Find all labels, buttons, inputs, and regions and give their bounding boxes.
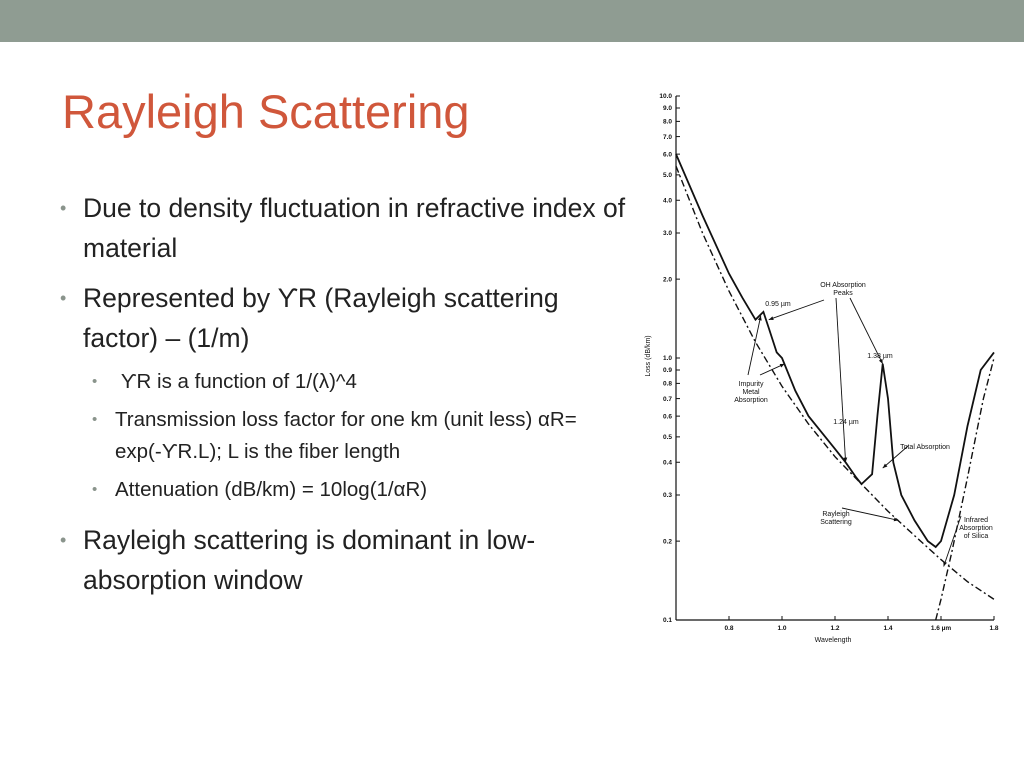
bullet-list: Due to density fluctuation in refractive… [58, 188, 628, 610]
annotation-arrowhead [779, 363, 785, 368]
loss-spectrum-figure: 10.0 9.0 8.0 7.0 6.0 5.0 4.0 3.0 2.0 1.0 0.9 0.8 0.7… [628, 88, 1008, 650]
x-tick-label: 1.6 µm [931, 625, 952, 632]
annotation-pointer [943, 515, 962, 567]
annotation-arrowhead [882, 463, 888, 469]
annotation-arrowhead [757, 315, 762, 321]
annotation-0-95-um: 0.95 µm [765, 301, 791, 308]
annotation-infrared-absorption: Infrared Absorption of Silica [959, 517, 993, 540]
annotation-1-24-um: 1.24 µm [833, 419, 859, 426]
sub-bullet-item: Attenuation (dB/km) = 10log(1/αR) [83, 474, 628, 506]
y-tick-label: 0.8 [663, 381, 672, 388]
y-axis-label: Loss (dB/km) [645, 335, 652, 376]
annotation-1-38-um: 1.38 µm [867, 353, 893, 360]
slide-title: Rayleigh Scattering [62, 85, 470, 138]
y-tick-label: 0.5 [663, 434, 672, 441]
sub-bullet-item: Transmission loss factor for one km (uni… [83, 404, 628, 468]
x-tick-label: 1.2 [830, 625, 839, 632]
annotation-total-absorption: Total Absorption [900, 444, 950, 451]
series-line-rayleigh-scattering [675, 165, 995, 600]
y-tick-label: 5.0 [663, 172, 672, 179]
bullet-item: Represented by ϒR (Rayleigh scattering f… [58, 278, 628, 506]
y-tick-label: 0.6 [663, 413, 672, 420]
y-tick-label: 0.7 [663, 396, 672, 403]
x-tick-label: 1.8 [989, 625, 998, 632]
bullet-text: Due to density fluctuation in refractive… [83, 193, 626, 263]
annotation-arrowhead [843, 457, 848, 463]
annotation-pointer [835, 297, 847, 463]
annotation-arrowhead [768, 316, 774, 321]
y-tick-label: 10.0 [659, 93, 672, 100]
y-tick-label: 9.0 [663, 105, 672, 112]
annotation-rayleigh-scattering: Rayleigh Scattering [820, 511, 852, 526]
bullet-text: Rayleigh scattering is dominant in low-a… [83, 525, 536, 595]
x-tick-label: 0.8 [724, 625, 733, 632]
annotation-pointer [841, 507, 899, 521]
y-tick-label: 4.0 [663, 197, 672, 204]
y-tick-label: 0.9 [663, 367, 672, 374]
bullet-item: Rayleigh scattering is dominant in low-a… [58, 520, 628, 600]
sub-bullet-item: ϒR is a function of 1/(λ)^4 [83, 366, 628, 398]
y-tick-label: 6.0 [663, 151, 672, 158]
top-accent-bar [0, 0, 1024, 42]
annotation-pointer [849, 297, 884, 365]
annotation-arrowhead [893, 517, 899, 522]
annotation-arrowhead [943, 561, 947, 567]
x-axis-label: Wavelength [815, 637, 852, 644]
y-tick-label: 1.0 [663, 355, 672, 362]
y-tick-label: 8.0 [663, 119, 672, 126]
sub-bullet-list: ϒR is a function of 1/(λ)^4 Transmission… [83, 366, 628, 506]
annotation-impurity-metal-absorption: Impurity Metal Absorption [734, 381, 768, 404]
annotation-arrowhead [878, 358, 883, 364]
series-line-infrared-absorption-of-silica [935, 357, 995, 621]
x-tick-label: 1.4 [883, 625, 892, 632]
y-tick-label: 0.1 [663, 617, 672, 624]
y-tick-label: 0.3 [663, 492, 672, 499]
y-tick-label: 3.0 [663, 230, 672, 237]
annotation-oh-absorption-peaks: OH Absorption Peaks [820, 282, 866, 297]
y-tick-label: 0.4 [663, 459, 672, 466]
x-tick-label: 1.0 [777, 625, 786, 632]
annotation-pointer [768, 299, 825, 321]
series-line-total-absorption [675, 153, 995, 549]
bullet-item: Due to density fluctuation in refractive… [58, 188, 628, 268]
loss-chart: 10.0 9.0 8.0 7.0 6.0 5.0 4.0 3.0 2.0 1.0 0.9 0.8 0.7… [645, 93, 999, 644]
y-tick-label: 0.2 [663, 538, 672, 545]
annotation-pointer [747, 315, 762, 376]
annotation-pointer [882, 445, 909, 469]
y-tick-label: 2.0 [663, 276, 672, 283]
y-tick-label: 7.0 [663, 134, 672, 141]
bullet-text: Represented by ϒR (Rayleigh scattering f… [83, 283, 559, 353]
